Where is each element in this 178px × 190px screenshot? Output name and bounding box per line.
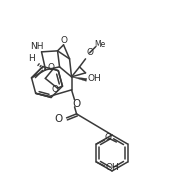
Text: O: O — [54, 114, 63, 124]
Text: O: O — [52, 85, 59, 94]
Text: O: O — [72, 99, 81, 109]
Text: H: H — [28, 54, 35, 63]
Text: O: O — [60, 36, 67, 45]
Text: OH: OH — [88, 74, 101, 83]
Text: O: O — [48, 63, 55, 72]
Text: Me: Me — [94, 40, 105, 49]
Polygon shape — [72, 77, 87, 81]
Text: O: O — [86, 48, 93, 57]
Text: NH: NH — [30, 42, 43, 51]
Text: OH: OH — [106, 162, 119, 172]
Text: O: O — [105, 134, 112, 142]
